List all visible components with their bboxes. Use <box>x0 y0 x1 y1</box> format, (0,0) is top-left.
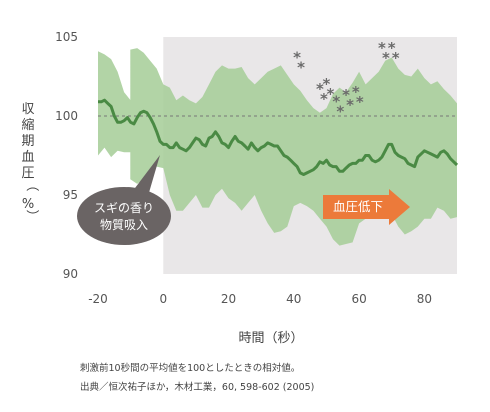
y-axis-label-char: （ <box>24 178 39 191</box>
significance-asterisk: * <box>378 39 386 57</box>
y-tick-label: 95 <box>63 188 78 202</box>
y-axis-label-char: 血 <box>21 150 34 165</box>
annotation-bubble-body <box>77 187 171 245</box>
blood-pressure-drop-annotation: 血圧低下 <box>323 189 410 225</box>
significance-asterisk: * <box>327 85 335 103</box>
footnote-relative-values: 刺激前10秒間の平均値を100としたときの相対値。 <box>80 363 301 374</box>
significance-asterisk: * <box>323 75 331 93</box>
x-tick-label: 60 <box>351 292 366 306</box>
significance-markers: **************** <box>293 39 400 121</box>
significance-asterisk: * <box>388 39 396 57</box>
y-axis-label-char: 縮 <box>21 117 34 133</box>
x-tick-label: -20 <box>88 292 108 306</box>
y-axis-label-char: 期 <box>21 134 34 149</box>
inhalation-annotation: スギの香り 物質吸入 <box>77 155 171 245</box>
significance-asterisk: * <box>320 90 328 108</box>
significance-asterisk: * <box>356 93 364 111</box>
annotation-bubble <box>132 155 160 196</box>
significance-asterisk: * <box>297 58 305 76</box>
y-axis-label-char: ） <box>24 209 39 222</box>
annotation-line-2: 物質吸入 <box>100 217 148 232</box>
annotation-line-1: スギの香り <box>94 201 154 215</box>
significance-asterisk: * <box>392 49 400 67</box>
x-tick-label: 40 <box>286 292 301 306</box>
mean-blood-pressure-line <box>98 98 459 176</box>
y-tick-label: 100 <box>55 109 78 123</box>
y-tick-label: 90 <box>63 267 78 281</box>
arrow-label: 血圧低下 <box>333 199 383 214</box>
y-axis-label-char: % <box>22 197 34 212</box>
significance-asterisk: * <box>342 86 350 104</box>
x-tick-label: 0 <box>159 292 167 306</box>
y-axis-label-char: 収 <box>21 102 34 117</box>
significance-asterisk: * <box>293 48 301 66</box>
axis-ticks: 90 95 100 105 -20 0 20 40 60 80 <box>55 30 432 306</box>
significance-asterisk: * <box>332 93 340 111</box>
x-tick-label: 80 <box>417 292 432 306</box>
x-axis-label: 時間（秒） <box>238 331 303 346</box>
significance-asterisk: * <box>382 49 390 67</box>
y-axis-label-char: 圧 <box>21 166 34 181</box>
significance-asterisk: * <box>346 96 354 114</box>
x-tick-label: 20 <box>221 292 236 306</box>
footnote-source: 出典／恒次祐子ほか，木材工業，60, 598-602 (2005) <box>80 382 315 393</box>
significance-asterisk: * <box>352 83 360 101</box>
significance-asterisk: * <box>316 80 324 98</box>
significance-asterisk: * <box>336 103 344 121</box>
y-tick-label: 105 <box>55 30 78 44</box>
arrow-right-icon <box>323 189 410 225</box>
